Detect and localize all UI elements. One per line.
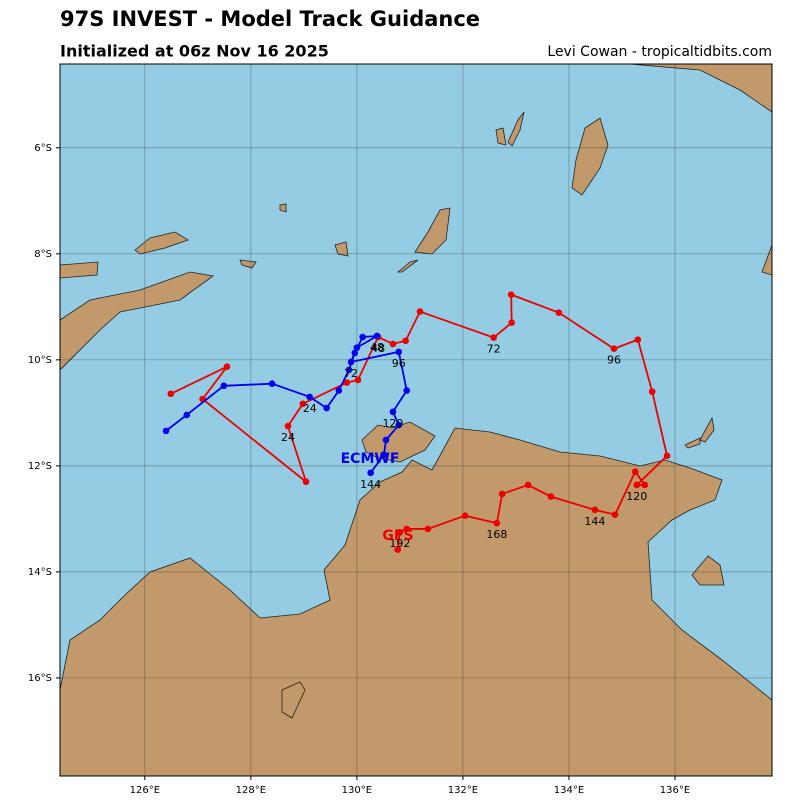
- tracks: [162, 291, 671, 553]
- point-label: 48: [371, 342, 385, 355]
- track-point: [389, 408, 397, 416]
- point-label: 96: [392, 357, 406, 370]
- chart-subtitle: Initialized at 06z Nov 16 2025: [60, 42, 329, 61]
- grid: [56, 64, 772, 780]
- track-point: [498, 490, 506, 498]
- track-point: [299, 400, 307, 408]
- track-point: [403, 525, 411, 533]
- track-point: [402, 337, 409, 345]
- track-point: [389, 340, 397, 348]
- point-label: 72: [487, 343, 501, 356]
- track-point: [367, 469, 374, 477]
- track-point: [641, 481, 649, 489]
- y-tick-label: 6°S: [34, 143, 52, 154]
- track-point: [394, 546, 402, 553]
- track-point: [416, 308, 424, 315]
- track-point: [395, 348, 403, 356]
- point-label: 96: [607, 354, 621, 367]
- y-tick-label: 12°S: [28, 461, 52, 472]
- chart-title: 97S INVEST - Model Track Guidance: [60, 7, 480, 31]
- track-point: [524, 481, 532, 489]
- track-point: [508, 319, 515, 327]
- point-label: 24: [303, 402, 317, 415]
- track-point: [507, 291, 515, 298]
- track-point: [345, 366, 353, 374]
- track-point: [395, 421, 403, 429]
- track-point: [611, 511, 619, 518]
- model-name: GFS: [382, 528, 413, 544]
- track-point: [351, 349, 359, 357]
- track-point: [268, 380, 276, 387]
- track-point: [167, 390, 175, 398]
- model-name: ECMWF: [341, 451, 400, 467]
- track-point: [183, 411, 191, 419]
- track-point: [162, 427, 170, 435]
- track-point: [490, 334, 497, 341]
- track-point: [493, 519, 501, 527]
- track-point: [353, 344, 361, 351]
- track-point: [223, 363, 231, 371]
- point-label: 48: [370, 341, 384, 354]
- track-point: [284, 422, 292, 430]
- point-label: 168: [486, 528, 507, 541]
- track-point: [323, 404, 330, 412]
- point-label: 192: [389, 537, 410, 550]
- track-point: [631, 468, 639, 475]
- track-point: [359, 333, 367, 341]
- point-label: 120: [382, 417, 403, 430]
- x-tick-label: 134°E: [554, 785, 584, 796]
- y-tick-label: 14°S: [28, 567, 52, 578]
- track-point: [555, 309, 563, 316]
- y-tick-label: 10°S: [28, 355, 52, 366]
- track-point: [634, 336, 642, 343]
- frame: [59, 63, 773, 777]
- track-point: [547, 493, 555, 500]
- labels: 126°E 128°E 130°E 132°E 134°E 136°E 6°S 8°S 10°S…: [28, 143, 690, 796]
- x-tick-label: 126°E: [130, 785, 160, 796]
- track-point: [343, 379, 351, 386]
- track-point: [306, 393, 314, 401]
- credit: Levi Cowan - tropicaltidbits.com: [547, 44, 772, 60]
- track-point: [220, 382, 228, 390]
- track-point: [380, 451, 388, 459]
- track-point: [633, 481, 641, 489]
- track-point: [382, 436, 390, 444]
- x-tick-label: 136°E: [660, 785, 690, 796]
- x-tick-label: 128°E: [236, 785, 266, 796]
- point-label: 72: [344, 367, 358, 380]
- track-point: [591, 506, 599, 514]
- track-point: [354, 376, 362, 384]
- x-tick-label: 132°E: [448, 785, 478, 796]
- y-tick-label: 8°S: [34, 249, 52, 260]
- track-point: [302, 478, 310, 486]
- point-label: 144: [584, 515, 605, 528]
- track-point: [335, 387, 343, 394]
- track-point: [663, 452, 671, 460]
- track-point: [648, 388, 656, 395]
- y-tick-label: 16°S: [28, 673, 52, 684]
- track-point: [373, 332, 381, 340]
- track-point: [461, 512, 469, 519]
- point-label: 144: [360, 478, 381, 491]
- land: [60, 64, 772, 776]
- x-tick-label: 130°E: [342, 785, 372, 796]
- point-label: 24: [281, 431, 295, 444]
- track-line: [170, 293, 669, 550]
- point-label: 120: [626, 490, 647, 503]
- track-point: [424, 525, 432, 533]
- track-point: [403, 387, 411, 394]
- track-point: [396, 528, 404, 536]
- track-point: [610, 345, 618, 352]
- track-point: [347, 358, 355, 366]
